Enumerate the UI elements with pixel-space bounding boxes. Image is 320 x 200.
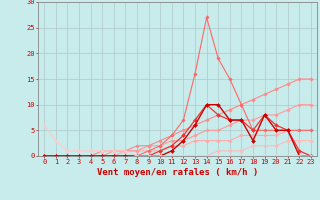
- X-axis label: Vent moyen/en rafales ( km/h ): Vent moyen/en rafales ( km/h ): [97, 168, 258, 177]
